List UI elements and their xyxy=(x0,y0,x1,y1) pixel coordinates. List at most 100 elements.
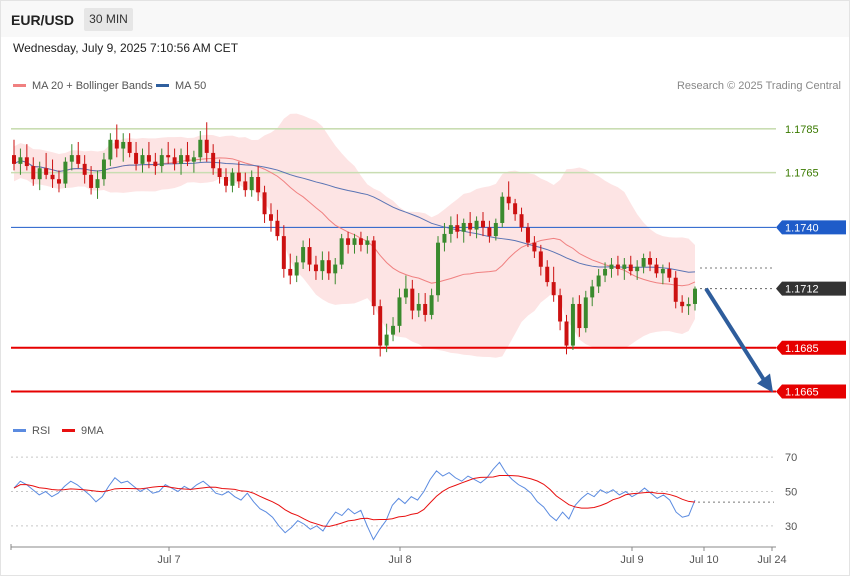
candle xyxy=(198,139,203,158)
candle xyxy=(532,242,537,252)
candle xyxy=(243,181,248,191)
candle xyxy=(313,264,318,272)
candle xyxy=(403,288,408,298)
candle xyxy=(224,177,229,186)
candle xyxy=(410,288,415,311)
candle xyxy=(281,236,286,269)
candle xyxy=(82,163,87,175)
candle xyxy=(641,258,646,267)
legend-rsi: RSI xyxy=(13,425,50,437)
candle xyxy=(558,295,563,322)
candle xyxy=(211,152,216,169)
candle xyxy=(185,155,190,162)
candle xyxy=(538,251,543,267)
legend-label: RSI xyxy=(32,425,51,437)
candle xyxy=(384,334,389,346)
candle xyxy=(480,220,485,228)
candle xyxy=(609,264,614,269)
candle xyxy=(294,262,299,276)
candle xyxy=(551,282,556,296)
price-level-label: 1.1740 xyxy=(785,222,819,234)
candle xyxy=(448,225,453,234)
candle xyxy=(217,168,222,177)
rsi-tick-label: 70 xyxy=(785,452,797,464)
legend-label: MA 20 + Bollinger Bands xyxy=(32,80,153,92)
candle xyxy=(493,222,498,237)
candle xyxy=(468,222,473,230)
candle xyxy=(660,268,665,274)
candle xyxy=(95,179,100,188)
candle xyxy=(326,260,331,274)
price-level-label: 1.1685 xyxy=(785,343,819,355)
rsi-9ma-line xyxy=(13,474,696,527)
candle xyxy=(275,220,280,237)
candle xyxy=(365,240,370,245)
candle xyxy=(577,303,582,329)
candle xyxy=(301,247,306,263)
candle xyxy=(140,155,145,164)
candle xyxy=(673,277,678,302)
header-bar: EUR/USD 30 MIN xyxy=(1,1,849,37)
candle xyxy=(262,192,267,215)
copyright-text: Research © 2025 Trading Central xyxy=(676,80,841,92)
candle xyxy=(12,155,16,164)
price-tag xyxy=(776,281,846,296)
candle xyxy=(506,196,511,204)
price-level-label: 1.1785 xyxy=(785,124,819,136)
candle xyxy=(179,155,184,164)
candle xyxy=(686,303,691,307)
candle xyxy=(603,268,608,276)
datetime-label: Wednesday, July 9, 2025 7:10:56 AM CET xyxy=(13,41,239,55)
price-level-label: 1.1712 xyxy=(785,284,819,296)
candle xyxy=(615,264,620,269)
candle xyxy=(474,220,479,230)
candle xyxy=(108,139,113,160)
candle xyxy=(570,303,575,346)
symbol-label: EUR/USD xyxy=(11,12,75,28)
candle xyxy=(628,264,633,272)
x-tick-label: Jul 24 xyxy=(757,554,786,566)
candle xyxy=(500,196,505,223)
ma50-line xyxy=(13,160,696,273)
candle xyxy=(487,227,492,237)
candle xyxy=(166,155,171,158)
candle xyxy=(339,238,344,265)
candle xyxy=(436,242,441,296)
x-tick-label: Jul 7 xyxy=(157,554,180,566)
timeframe-button[interactable]: 30 MIN xyxy=(84,8,133,31)
legend-ma50: MA 50 xyxy=(156,80,206,92)
candle xyxy=(358,238,363,245)
candle xyxy=(333,264,338,274)
candle xyxy=(230,172,235,186)
legend-swatch xyxy=(156,83,169,87)
candle xyxy=(236,172,241,182)
rsi-line xyxy=(13,461,696,541)
candle xyxy=(346,238,351,245)
candle xyxy=(352,238,357,245)
candle xyxy=(371,240,376,307)
candle xyxy=(564,321,569,346)
legend-swatch xyxy=(13,428,26,432)
candle xyxy=(680,301,685,307)
candle xyxy=(455,225,460,232)
legend-label: MA 50 xyxy=(175,80,207,92)
candle xyxy=(31,166,36,180)
candle xyxy=(204,139,209,153)
candle xyxy=(37,168,42,180)
candle xyxy=(397,297,402,326)
legend-label: 9MA xyxy=(81,425,104,437)
candle xyxy=(44,168,49,175)
candle xyxy=(654,264,659,274)
candle xyxy=(76,155,81,164)
candle xyxy=(622,264,627,269)
candle xyxy=(307,247,312,265)
x-tick-label: Jul 9 xyxy=(620,554,643,566)
price-level-label: 1.1765 xyxy=(785,168,819,180)
legend-9ma: 9MA xyxy=(62,425,104,437)
candle xyxy=(127,141,132,153)
candle xyxy=(56,179,61,184)
candle xyxy=(114,139,119,149)
candle xyxy=(146,155,151,162)
price-tag xyxy=(776,384,846,399)
